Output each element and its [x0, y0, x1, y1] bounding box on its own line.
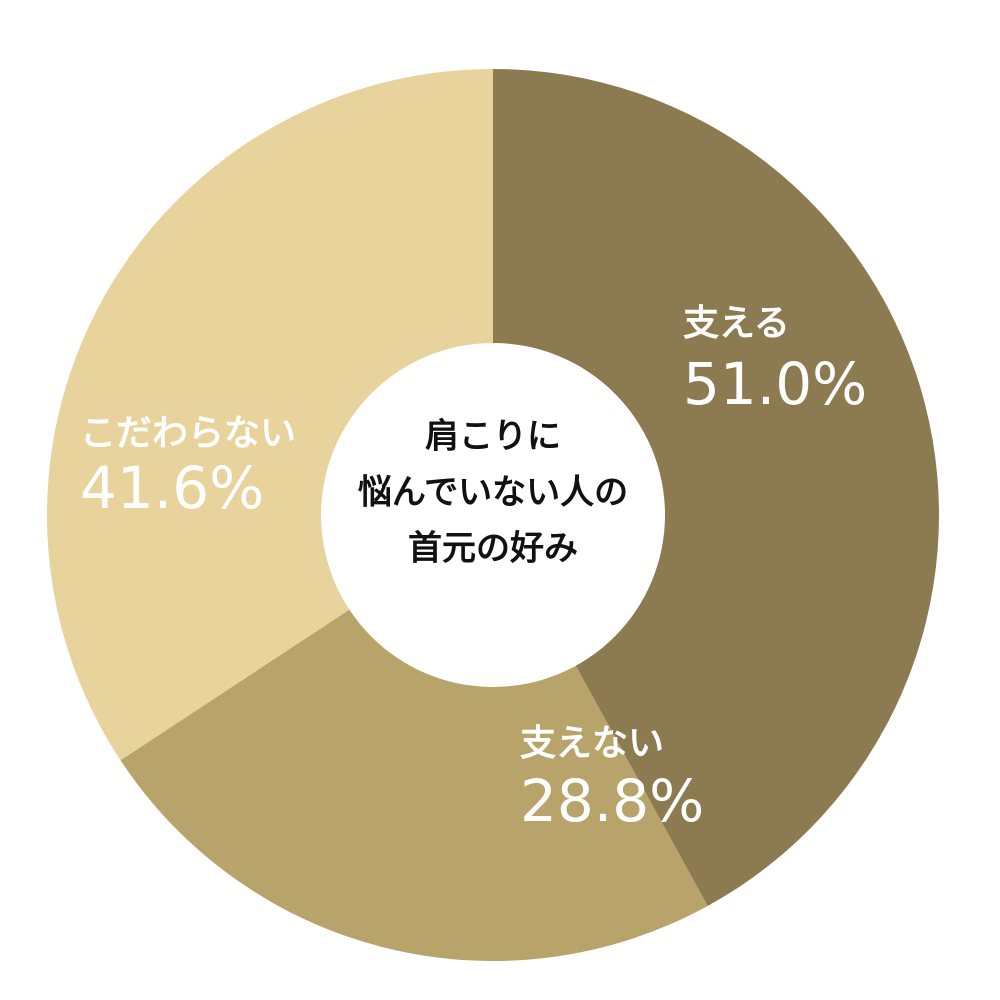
chart-title: 首元の好み — [408, 529, 578, 569]
category-label: 支えない — [520, 723, 664, 764]
donut-hole — [321, 343, 665, 687]
wedge — [120, 515, 708, 961]
chart-title: 肩こりに — [425, 417, 561, 457]
chart-title: 悩んでいない人の — [358, 473, 628, 513]
category-label: こだわらない — [80, 413, 296, 454]
value-label: 51.0% — [683, 350, 867, 418]
category-label: 支える — [683, 303, 790, 344]
value-label: 41.6% — [80, 454, 264, 522]
wedge — [493, 69, 940, 906]
value-label: 28.8% — [520, 767, 704, 835]
